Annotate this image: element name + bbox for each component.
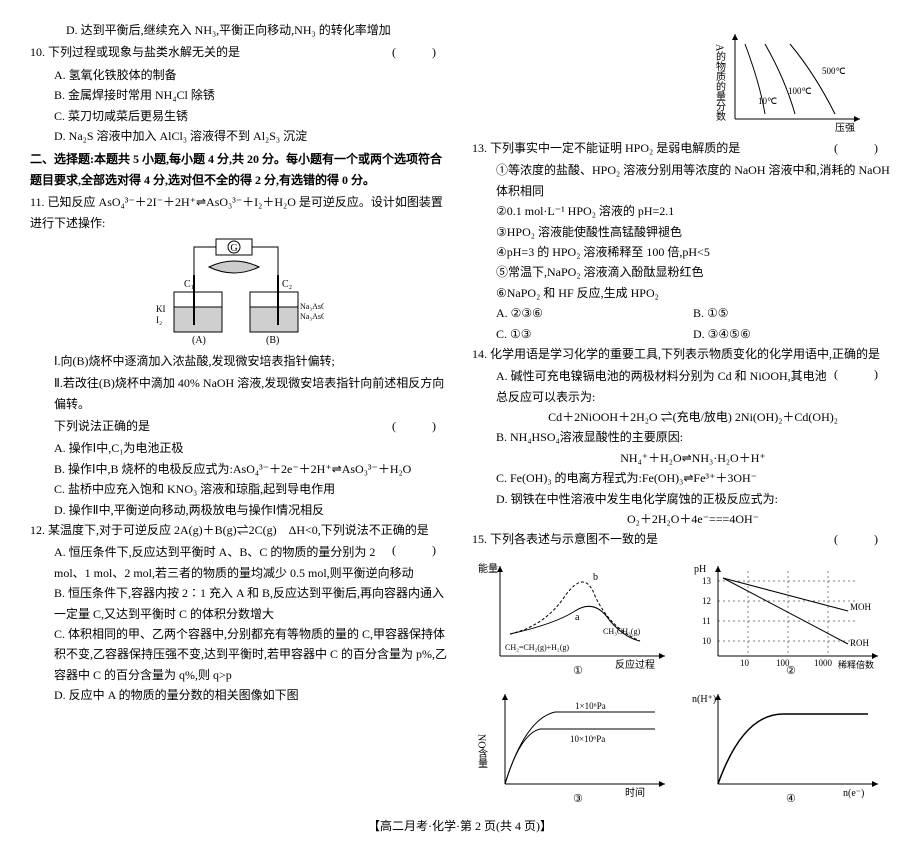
q10-stem: 10. 下列过程或现象与盐类水解无关的是( ): [30, 42, 448, 62]
svg-text:MOH: MOH: [850, 602, 872, 612]
svg-text:②: ②: [786, 665, 796, 676]
svg-text:500℃: 500℃: [822, 66, 846, 76]
svg-text:Na₃AsO₄: Na₃AsO₄: [300, 312, 324, 321]
svg-text:Na₃AsO₃: Na₃AsO₃: [300, 302, 324, 311]
q11-ask: 下列说法正确的是( ): [30, 416, 448, 436]
svg-text:n(H⁺): n(H⁺): [692, 694, 716, 705]
svg-text:NO含量: NO含量: [475, 734, 487, 768]
svg-text:1×10⁶Pa: 1×10⁶Pa: [575, 701, 606, 711]
q15-fig3: 1×10⁶Pa 10×10⁶Pa NO含量 时间 ③: [475, 684, 675, 804]
q12-opts: A. 恒压条件下,反应达到平衡时 A、B、C 的物质的量分别为 2 mol、1 …: [30, 542, 448, 705]
q13-stem: 13. 下列事实中一定不能证明 HPO₂ 是弱电解质的是( ): [472, 138, 890, 158]
svg-text:10×10⁶Pa: 10×10⁶Pa: [570, 734, 605, 744]
q15-row1: a b CH₂=CH₂(g)+H₂(g) CH₃CH₃(g) 能量 反应过程 ①…: [472, 552, 890, 680]
svg-text:G: G: [230, 243, 237, 254]
svg-text:1000: 1000: [814, 658, 833, 668]
svg-text:10: 10: [702, 636, 712, 646]
q12-stem: 12. 某温度下,对于可逆反应 2A(g)＋B(g)⇌2C(g) ΔH<0,下列…: [30, 520, 448, 540]
right-column: 10℃ 100℃ 500℃ A的物质的量分数 压强 13. 下列事实中一定不能证…: [472, 20, 890, 800]
svg-text:a: a: [575, 612, 580, 623]
q15-fig1: a b CH₂=CH₂(g)+H₂(g) CH₃CH₃(g) 能量 反应过程 ①: [475, 556, 675, 676]
q12d-figure: 10℃ 100℃ 500℃ A的物质的量分数 压强: [710, 24, 870, 134]
svg-text:能量: 能量: [478, 562, 498, 575]
svg-text:时间: 时间: [625, 786, 645, 799]
svg-text:③: ③: [573, 793, 583, 804]
svg-text:反应过程: 反应过程: [615, 658, 655, 671]
svg-text:I₂: I₂: [156, 315, 162, 325]
q10-opts: A. 氢氧化铁胶体的制备 B. 金属焊接时常用 NH₄Cl 除锈 C. 菜刀切咸…: [30, 65, 448, 147]
svg-text:12: 12: [702, 596, 711, 606]
q13-opts: A. ②③⑥ B. ①⑤ C. ①③ D. ③④⑤⑥: [472, 303, 890, 344]
left-column: D. 达到平衡后,继续充入 NH₃,平衡正向移动,NH₃ 的转化率增加 10. …: [30, 20, 448, 800]
svg-text:C₂: C₂: [282, 279, 292, 290]
svg-text:(B): (B): [266, 335, 279, 346]
q11-diagram: G C₁ C₂ KI I₂ Na₃AsO₃ Na₃AsO₄ (A) (B): [154, 237, 324, 347]
q11-stem: 11. 已知反应 AsO₄³⁻＋2I⁻＋2H⁺⇌AsO₃³⁻＋I₂＋H₂O 是可…: [30, 192, 448, 233]
svg-text:CH₂=CH₂(g)+H₂(g): CH₂=CH₂(g)+H₂(g): [505, 643, 569, 652]
q15-stem: 15. 下列各表述与示意图不一致的是( ): [472, 529, 890, 549]
svg-text:④: ④: [786, 793, 796, 804]
svg-text:①: ①: [573, 665, 583, 676]
svg-text:(A): (A): [192, 335, 206, 346]
svg-text:C₁: C₁: [184, 279, 194, 290]
svg-text:稀释倍数: 稀释倍数: [838, 659, 874, 670]
page-footer: 【高二月考·化学·第 2 页(共 4 页)】: [0, 816, 920, 836]
svg-text:10℃: 10℃: [758, 96, 777, 106]
q14-stem: 14. 化学用语是学习化学的重要工具,下列表示物质变化的化学用语中,正确的是( …: [472, 344, 890, 364]
svg-text:CH₃CH₃(g): CH₃CH₃(g): [603, 627, 640, 636]
svg-text:13: 13: [702, 576, 712, 586]
svg-text:压强: 压强: [835, 122, 855, 134]
q11-op1: Ⅰ.向(B)烧杯中逐滴加入浓盐酸,发现微安培表指针偏转;: [30, 351, 448, 371]
q15-fig4: n(H⁺) n(e⁻) ④: [688, 684, 888, 804]
q15-fig2: MOH ROH 1312 1110 pH 101001000 稀释倍数 ②: [688, 556, 888, 676]
q11-op2: Ⅱ.若改往(B)烧杯中滴加 40% NaOH 溶液,发现微安培表指针向前述相反方…: [30, 373, 448, 414]
q14-opts: A. 碱性可充电镍镉电池的两极材料分别为 Cd 和 NiOOH,其电池总反应可以…: [472, 366, 890, 529]
svg-text:KI: KI: [156, 304, 166, 314]
section-2-header: 二、选择题:本题共 5 小题,每小题 4 分,共 20 分。每小题有一个或两个选…: [30, 149, 448, 190]
svg-text:100℃: 100℃: [788, 86, 812, 96]
svg-text:pH: pH: [694, 564, 706, 575]
svg-text:b: b: [593, 572, 598, 583]
q13-sub: ①等浓度的盐酸、HPO₂ 溶液分别用等浓度的 NaOH 溶液中和,消耗的 NaO…: [472, 160, 890, 303]
svg-text:n(e⁻): n(e⁻): [843, 788, 864, 799]
svg-text:A的物质的量分数: A的物质的量分数: [714, 44, 726, 122]
q9-opt-d: D. 达到平衡后,继续充入 NH₃,平衡正向移动,NH₃ 的转化率增加: [30, 20, 448, 40]
q15-row2: 1×10⁶Pa 10×10⁶Pa NO含量 时间 ③ n(H⁺) n(e⁻) ④: [472, 680, 890, 808]
svg-text:10: 10: [740, 658, 750, 668]
svg-text:ROH: ROH: [850, 638, 870, 648]
svg-text:11: 11: [702, 616, 711, 626]
q11-opts: A. 操作Ⅰ中,C₁为电池正极 B. 操作Ⅰ中,B 烧杯的电极反应式为:AsO₄…: [30, 438, 448, 520]
